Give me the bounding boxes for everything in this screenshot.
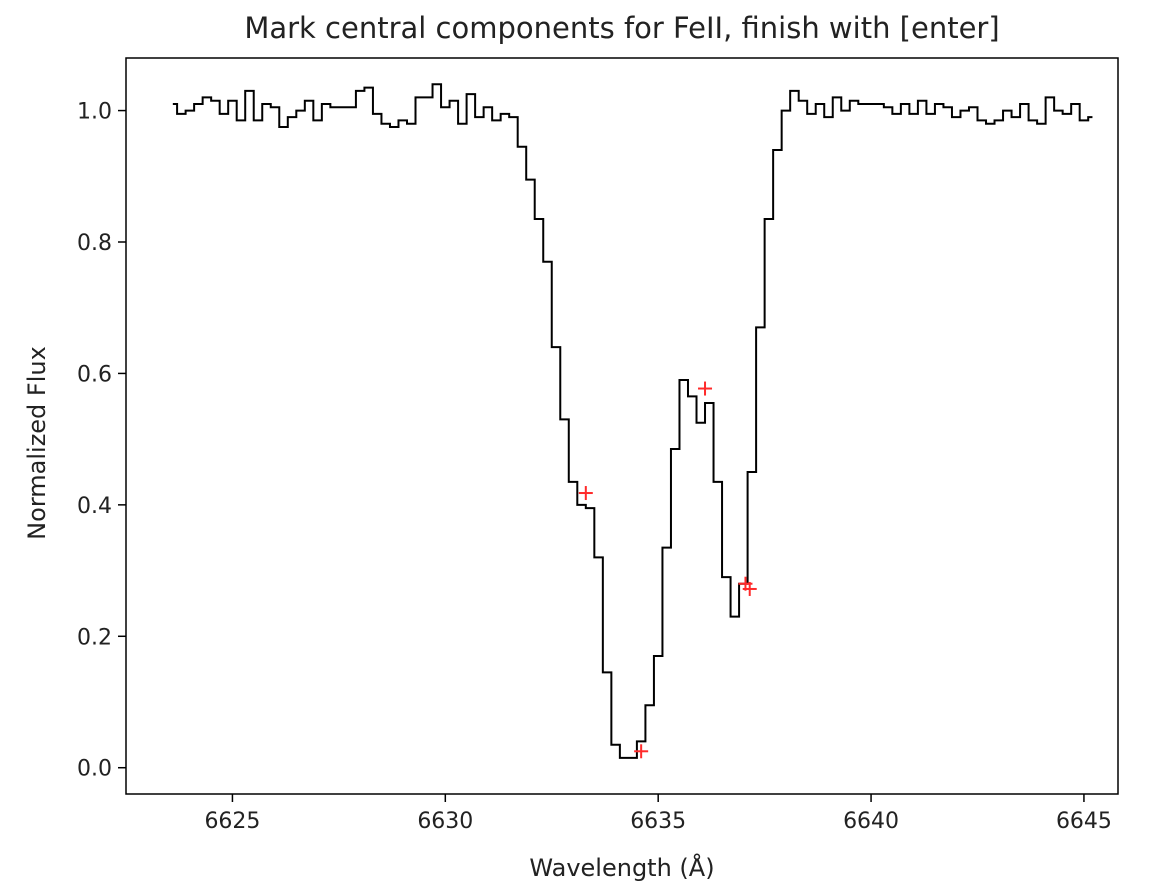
y-tick-label: 1.0 [77,100,112,125]
spectrum-series-line [172,83,1093,759]
y-tick-label: 0.2 [77,625,112,650]
x-axis-label: Wavelength (Å) [529,853,714,882]
series-layer [172,83,1093,759]
marker-layer [578,381,757,759]
x-tick-label: 6645 [1056,809,1112,834]
y-tick-label: 0.0 [77,757,112,782]
chart-title: Mark central components for FeII, finish… [244,11,999,45]
y-tick-label: 0.4 [77,494,112,519]
plot-area[interactable] [125,57,1119,795]
component-marker[interactable] [698,381,713,396]
x-tick-label: 6630 [417,809,473,834]
y-axis: 0.0 0.2 0.4 0.6 0.8 1.0 [77,100,126,782]
y-tick-label: 0.6 [77,362,112,387]
plot-frame [125,57,1119,795]
y-axis-label: Normalized Flux [23,346,51,540]
component-marker[interactable] [578,486,593,501]
x-tick-label: 6625 [204,809,260,834]
x-tick-label: 6635 [630,809,686,834]
x-axis: 6625 6630 6635 6640 6645 [204,794,1112,834]
component-marker[interactable] [742,581,757,596]
component-marker[interactable] [634,744,649,759]
y-tick-label: 0.8 [77,231,112,256]
x-tick-label: 6640 [843,809,899,834]
